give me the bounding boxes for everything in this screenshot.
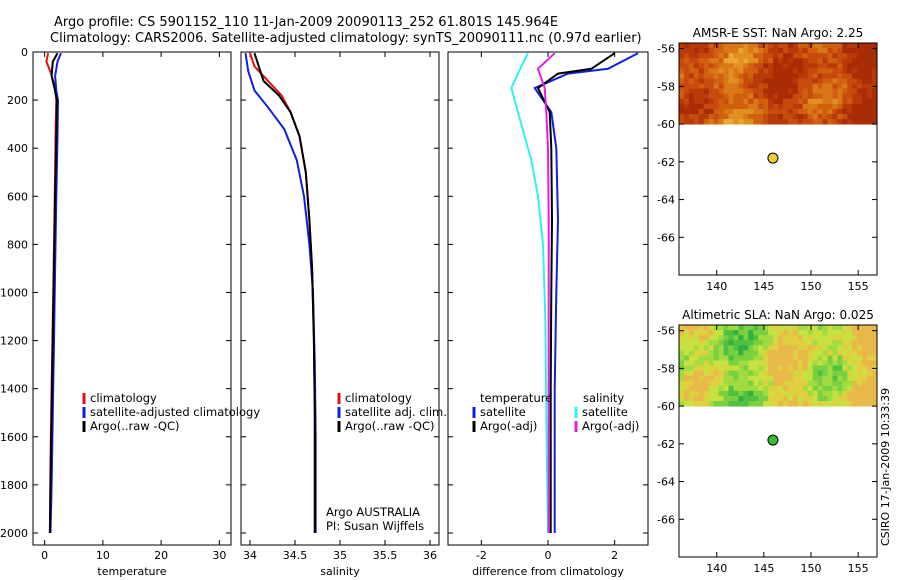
sst-xtick-label: 155 [848,280,869,293]
salinity-legend-label: Argo(..raw -QC) [345,419,435,433]
diff-legend-label: Argo(-adj) [582,419,639,433]
salinity-axes-box [240,51,440,546]
depth-tick-label: 400 [7,142,28,155]
difference-xtick-label: -2 [476,549,487,562]
profile-panel-salinity: 34 34.5 35 35.5 36 salinity [240,51,440,578]
temperature-series-line [48,52,59,534]
temperature-legend-label: satellite-adjusted climatology [90,405,260,419]
difference-xtick-label: 0 [545,549,552,562]
sst-ytick-label: -62 [657,156,675,169]
temperature-legend-label: climatology [90,391,157,405]
sla-ytick-label: -56 [657,325,675,338]
sst-ytick-label: -58 [657,80,675,93]
sla-argo-marker [767,434,779,446]
profile-panel-temperature: 0 10 20 30 0 200 400 600 800 1000 1200 1400 1600 1800… [0,46,232,578]
sla-xtick-label: 155 [848,562,869,575]
diff-legend-label: satellite [480,405,526,419]
depth-tick-label: 1400 [0,383,28,396]
salinity-xtick-label: 36 [423,549,437,562]
depth-tick-label: 1800 [0,479,28,492]
map-panel-sst: AMSR-E SST: NaN Argo: 2.25 140 145 150 155 -5… [657,26,878,293]
credit-text: CSIRO 17-Jan-2009 10:33:39 [879,388,892,546]
diff-legend-label: Argo(-adj) [480,419,537,433]
sla-title: Altimetric SLA: NaN Argo: 0.025 [682,308,874,322]
depth-tick-label: 600 [7,190,28,203]
header-line-1: Argo profile: CS 5901152_110 11-Jan-2009… [54,15,558,30]
profile-panel-difference: -2 0 2 difference from climatology [447,51,649,578]
sla-xtick-label: 150 [801,562,822,575]
sst-ytick-label: -66 [657,231,675,244]
depth-tick-label: 800 [7,238,28,251]
sla-ytick-label: -60 [657,400,675,413]
difference-xtick-label: 2 [611,549,618,562]
salinity-xtick-label: 34.5 [283,549,308,562]
temperature-xtick-label: 0 [41,549,48,562]
diff-legend-header: temperature [480,391,552,405]
temperature-legend-label: Argo(..raw -QC) [90,419,180,433]
depth-tick-label: 200 [7,94,28,107]
difference-series-line [533,52,639,533]
sla-ytick-label: -66 [657,513,675,526]
diff-legend-label: satellite [582,405,628,419]
salinity-legend-label: satellite adj. clim. [345,405,447,419]
salinity-annotation: PI: Susan Wijffels [326,519,424,533]
difference-series-line [536,52,616,533]
map-panel-sla: Altimetric SLA: NaN Argo: 0.025 140 145 150… [657,308,878,575]
salinity-annotation: Argo AUSTRALIA [326,505,420,519]
sst-xtick-label: 145 [753,280,774,293]
sst-argo-marker [767,152,779,164]
sst-ytick-label: -64 [657,194,675,207]
header-line-2: Climatology: CARS2006. Satellite-adjuste… [50,31,642,46]
temperature-series-line [49,52,62,534]
sst-ytick-label: -60 [657,118,675,131]
depth-tick-label: 1600 [0,431,28,444]
depth-tick-label: 0 [21,46,28,59]
plots-area: 0 10 20 30020040060080010001200140016001800… [0,26,878,578]
sst-xtick-label: 150 [801,280,822,293]
sla-axes-box [678,324,878,558]
temperature-xtick-label: 30 [212,549,226,562]
sst-xtick-label: 140 [706,280,727,293]
salinity-xtick-label: 35 [333,549,347,562]
salinity-xlabel: salinity [320,565,360,578]
sla-ytick-label: -62 [657,438,675,451]
sst-axes-box [678,42,878,276]
sla-ytick-label: -58 [657,362,675,375]
temperature-axes-box [32,51,232,546]
sst-ytick-label: -56 [657,43,675,56]
depth-tick-label: 1200 [0,335,28,348]
diff-legend-header: salinity [583,391,624,405]
difference-series-line [510,52,549,534]
temperature-xtick-label: 10 [96,549,110,562]
sla-xtick-label: 140 [706,562,727,575]
salinity-series-line [253,52,316,533]
sst-title: AMSR-E SST: NaN Argo: 2.25 [693,26,863,40]
sla-xtick-label: 145 [753,562,774,575]
salinity-xtick-label: 35.5 [373,549,398,562]
difference-series-line [536,52,556,533]
salinity-legend-label: climatology [345,391,412,405]
difference-xlabel: difference from climatology [472,565,624,578]
temperature-xtick-label: 20 [154,549,168,562]
depth-tick-label: 2000 [0,527,28,540]
temperature-xlabel: temperature [97,565,166,578]
sst-heatmap [679,43,878,125]
salinity-xtick-label: 34 [243,549,257,562]
sla-ytick-label: -64 [657,476,675,489]
depth-tick-label: 1000 [0,286,28,299]
sla-heatmap [679,325,878,407]
